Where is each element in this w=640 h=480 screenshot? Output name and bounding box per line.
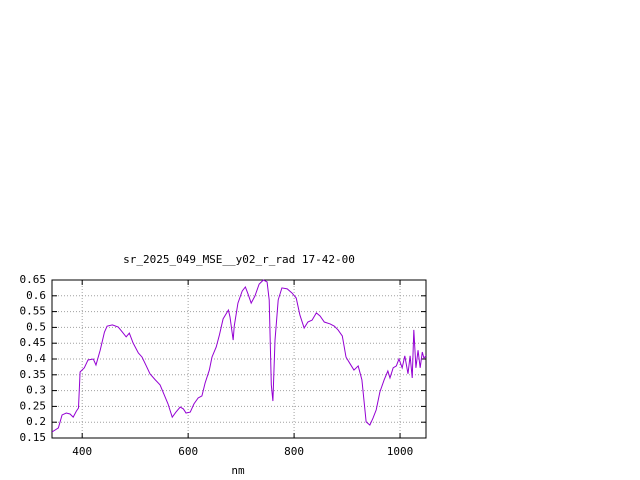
y-tick-label: 0.3: [26, 384, 46, 397]
x-tick-label: 400: [72, 445, 92, 458]
y-tick-label: 0.55: [20, 305, 47, 318]
x-tick-label: 600: [178, 445, 198, 458]
y-tick-label: 0.25: [20, 399, 47, 412]
y-tick-label: 0.15: [20, 431, 47, 444]
y-tick-label: 0.45: [20, 336, 47, 349]
y-tick-label: 0.6: [26, 289, 46, 302]
plot-border: [51, 279, 427, 439]
y-tick-label: 0.35: [20, 368, 47, 381]
y-tick-label: 0.4: [26, 352, 46, 365]
chart-title: sr_2025_049_MSE__y02_r_rad 17-42-00: [123, 253, 355, 266]
y-tick-label: 0.65: [20, 273, 47, 286]
data-line: [51, 279, 427, 433]
y-tick-label: 0.2: [26, 415, 46, 428]
x-tick-label: 1000: [387, 445, 414, 458]
x-tick-label: 800: [284, 445, 304, 458]
x-axis-label: nm: [231, 464, 245, 477]
y-tick-label: 0.5: [26, 320, 46, 333]
